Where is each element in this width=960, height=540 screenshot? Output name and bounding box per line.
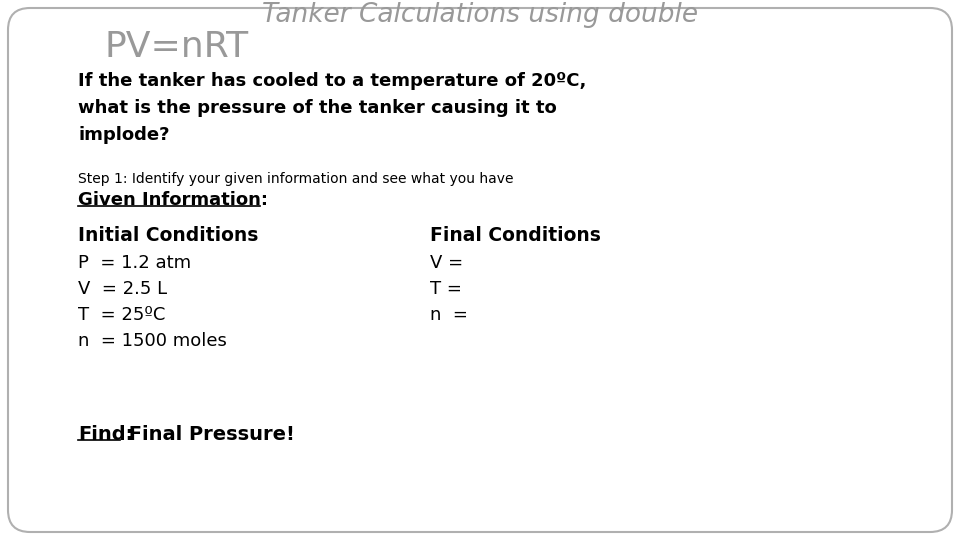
- Text: Initial Conditions: Initial Conditions: [78, 226, 258, 245]
- Text: what is the pressure of the tanker causing it to: what is the pressure of the tanker causi…: [78, 99, 557, 117]
- Text: n  =: n =: [430, 306, 468, 324]
- Text: Tanker Calculations using double: Tanker Calculations using double: [262, 2, 698, 28]
- Text: Final Conditions: Final Conditions: [430, 226, 601, 245]
- Text: P  = 1.2 atm: P = 1.2 atm: [78, 254, 191, 272]
- Text: implode?: implode?: [78, 126, 170, 144]
- Text: Final Pressure!: Final Pressure!: [122, 425, 295, 444]
- Text: PV=nRT: PV=nRT: [105, 30, 250, 64]
- Text: Find:: Find:: [78, 425, 133, 444]
- Text: V =: V =: [430, 254, 463, 272]
- Text: T  = 25ºC: T = 25ºC: [78, 306, 165, 324]
- Text: T =: T =: [430, 280, 462, 298]
- Text: If the tanker has cooled to a temperature of 20ºC,: If the tanker has cooled to a temperatur…: [78, 72, 587, 90]
- FancyBboxPatch shape: [8, 8, 952, 532]
- Text: n  = 1500 moles: n = 1500 moles: [78, 332, 227, 350]
- Text: V  = 2.5 L: V = 2.5 L: [78, 280, 167, 298]
- Text: Step 1: Identify your given information and see what you have: Step 1: Identify your given information …: [78, 172, 514, 186]
- Text: Given Information:: Given Information:: [78, 191, 268, 209]
